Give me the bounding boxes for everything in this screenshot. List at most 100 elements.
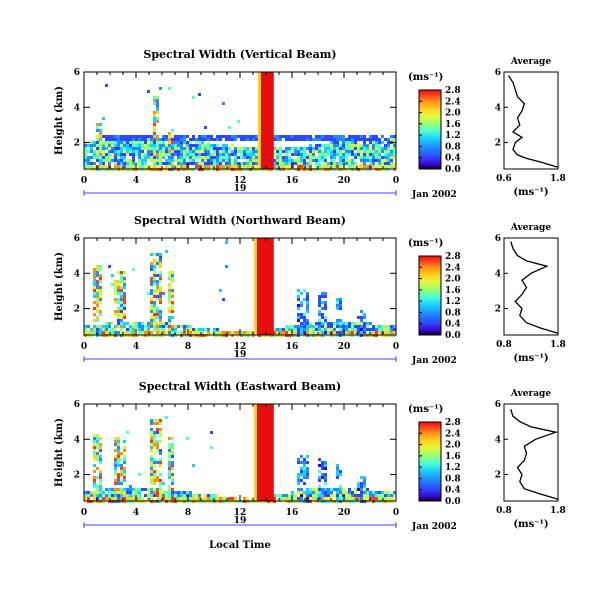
- heatmap-cell: [207, 153, 210, 156]
- heatmap-cell: [99, 265, 102, 268]
- heatmap-cell: [276, 159, 279, 162]
- heatmap-cell: [225, 153, 228, 156]
- heatmap-cell: [204, 497, 207, 500]
- heatmap-cell: [93, 301, 96, 304]
- heatmap-cell: [147, 491, 150, 494]
- heatmap-cell: [150, 153, 153, 156]
- heatmap-cell: [135, 144, 138, 147]
- heatmap-cell: [378, 331, 381, 334]
- heatmap-cell: [234, 156, 237, 159]
- heatmap-cell: [231, 153, 234, 156]
- heatmap-cell: [297, 482, 300, 485]
- heatmap-cell: [195, 497, 198, 500]
- heatmap-cell: [153, 144, 156, 147]
- heatmap-cell: [156, 325, 159, 328]
- heatmap-cell: [336, 138, 339, 141]
- heatmap-cell: [318, 159, 321, 162]
- x-tick-label: 0: [393, 342, 399, 352]
- heatmap-cell: [144, 144, 147, 147]
- heatmap-cell: [237, 150, 240, 153]
- heatmap-cell: [336, 153, 339, 156]
- heatmap-cell: [114, 298, 117, 301]
- heatmap-cell: [93, 283, 96, 286]
- heatmap-cell: [177, 497, 180, 500]
- average-x-tick-label: 1.8: [550, 506, 566, 516]
- heatmap-cell: [87, 497, 90, 500]
- heatmap-cell: [105, 497, 108, 500]
- heatmap-cell: [141, 328, 144, 331]
- heatmap-cell: [129, 494, 132, 497]
- heatmap-cell: [150, 141, 153, 144]
- heatmap-cell: [138, 162, 141, 165]
- heatmap-cell: [123, 458, 126, 461]
- heatmap-cell: [204, 328, 207, 331]
- heatmap-cell: [363, 156, 366, 159]
- heatmap-cell: [120, 473, 123, 476]
- heatmap-cell: [369, 150, 372, 153]
- heatmap-cell: [204, 159, 207, 162]
- heatmap-cell: [168, 470, 171, 473]
- heatmap-cell: [150, 298, 153, 301]
- heatmap-cell: [246, 135, 249, 138]
- heatmap-cell: [99, 310, 102, 313]
- y-tick-label: 2: [74, 471, 80, 481]
- heatmap-cell: [156, 298, 159, 301]
- heatmap-cell: [327, 491, 330, 494]
- heatmap-cell: [222, 144, 225, 147]
- heatmap-cell: [222, 497, 225, 500]
- heatmap-cell: [186, 150, 189, 153]
- heatmap-cell: [234, 150, 237, 153]
- heatmap-cell: [240, 156, 243, 159]
- heatmap-cell: [222, 331, 225, 334]
- heatmap-cell: [96, 319, 99, 322]
- heatmap-cell: [351, 325, 354, 328]
- heatmap-cell: [114, 150, 117, 153]
- heatmap-cell: [93, 464, 96, 467]
- heatmap-cell: [381, 491, 384, 494]
- heatmap-cell: [327, 147, 330, 150]
- heatmap-cell: [123, 165, 126, 168]
- heatmap-cell: [111, 494, 114, 497]
- heatmap-cell: [354, 494, 357, 497]
- heatmap-cell: [96, 295, 99, 298]
- heatmap-cell: [183, 497, 186, 500]
- heatmap-cell: [282, 135, 285, 138]
- heatmap-cell: [90, 165, 93, 168]
- storm-feature-edge: [253, 238, 257, 335]
- heatmap-cell: [360, 494, 363, 497]
- heatmap-cell: [99, 280, 102, 283]
- average-profile-line: [510, 409, 559, 500]
- heatmap-cell: [120, 464, 123, 467]
- heatmap-cell: [336, 467, 339, 470]
- heatmap-cell: [231, 497, 234, 500]
- heatmap-cell: [348, 138, 351, 141]
- heatmap-cell: [390, 497, 393, 500]
- heatmap-cell: [96, 286, 99, 289]
- heatmap-cell: [216, 138, 219, 141]
- y-tick-label: 4: [74, 103, 80, 113]
- heatmap-cell: [138, 147, 141, 150]
- heatmap-cell: [84, 165, 87, 168]
- heatmap-cell: [345, 138, 348, 141]
- heatmap-cell: [372, 328, 375, 331]
- heatmap-cell: [285, 494, 288, 497]
- date-label: Jan 2002: [411, 522, 457, 532]
- heatmap-cell: [294, 153, 297, 156]
- heatmap-cell: [159, 147, 162, 150]
- heatmap-cell: [375, 135, 378, 138]
- heatmap-cell: [150, 289, 153, 292]
- heatmap-cell: [114, 443, 117, 446]
- heatmap-cell: [363, 482, 366, 485]
- heatmap-cell: [354, 135, 357, 138]
- heatmap-cell: [384, 497, 387, 500]
- heatmap-cell: [360, 156, 363, 159]
- heatmap-cell: [255, 147, 258, 150]
- heatmap-cell: [330, 325, 333, 328]
- heatmap-cell: [192, 494, 195, 497]
- heatmap-cell: [99, 485, 102, 488]
- heatmap-cell: [123, 440, 126, 443]
- heatmap-cell: [192, 328, 195, 331]
- heatmap-cell: [345, 144, 348, 147]
- heatmap-cell: [114, 156, 117, 159]
- heatmap-cell: [291, 159, 294, 162]
